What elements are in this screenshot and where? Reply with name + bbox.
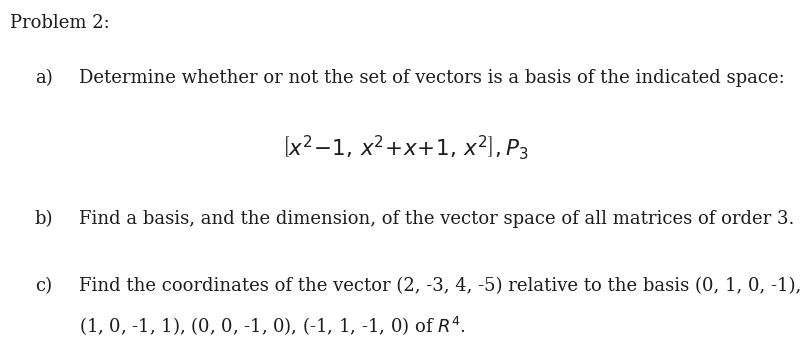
Text: Determine whether or not the set of vectors is a basis of the indicated space:: Determine whether or not the set of vect… — [79, 69, 785, 87]
Text: Find the coordinates of the vector (2, -3, 4, -5) relative to the basis (0, 1, 0: Find the coordinates of the vector (2, -… — [79, 277, 802, 295]
Text: b): b) — [35, 210, 53, 228]
Text: a): a) — [35, 69, 53, 87]
Text: $\left[x^2\!-\!1,\, x^2\!+\!x\!+\!1,\, x^2\right], P_3$: $\left[x^2\!-\!1,\, x^2\!+\!x\!+\!1,\, x… — [282, 133, 528, 162]
Text: c): c) — [35, 277, 52, 295]
Text: (1, 0, -1, 1), (0, 0, -1, 0), (-1, 1, -1, 0) of $R^4$.: (1, 0, -1, 1), (0, 0, -1, 0), (-1, 1, -1… — [79, 314, 467, 337]
Text: Problem 2:: Problem 2: — [10, 14, 109, 32]
Text: Find a basis, and the dimension, of the vector space of all matrices of order 3.: Find a basis, and the dimension, of the … — [79, 210, 795, 228]
